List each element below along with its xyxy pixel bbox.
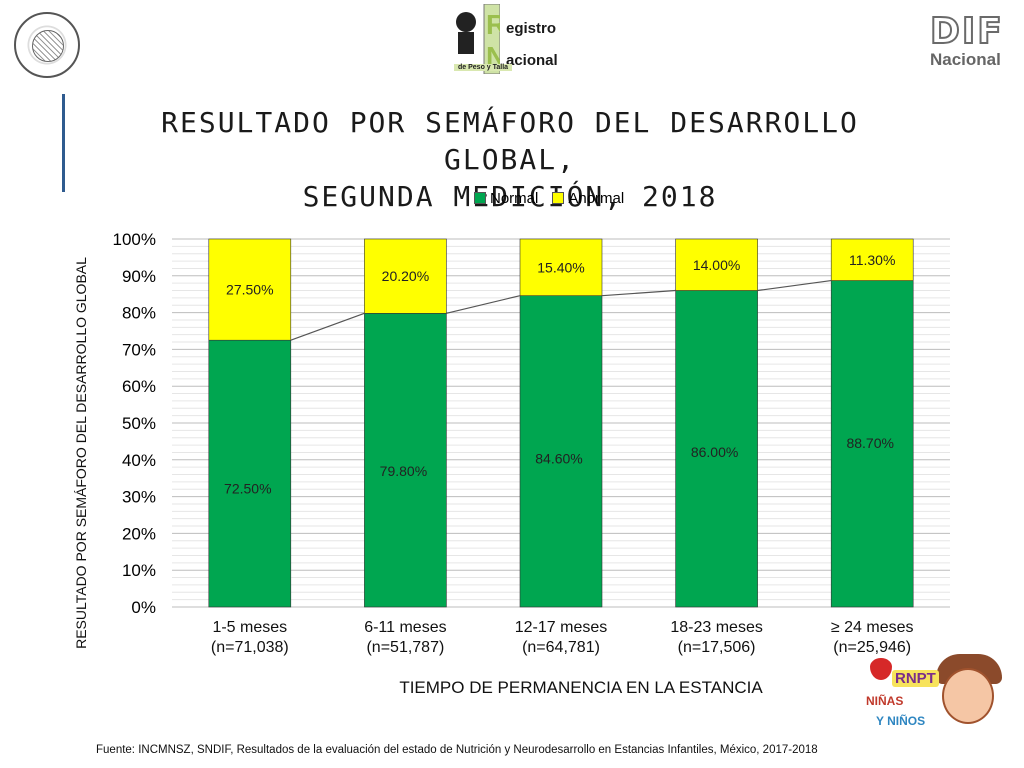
- x-tick-label: ≥ 24 meses: [831, 619, 914, 636]
- data-label-normal: 86.00%: [691, 444, 738, 460]
- source-footnote: Fuente: INCMNSZ, SNDIF, Resultados de la…: [96, 744, 818, 756]
- girl-face-icon: [942, 668, 994, 724]
- dif-nacional-logo: DIF Nacional: [929, 11, 1014, 76]
- y-tick-label: 20%: [122, 524, 156, 543]
- chart-legend: Normal Anormal: [474, 188, 638, 208]
- incmnsz-seal-logo: [14, 12, 80, 78]
- data-label-anormal: 11.30%: [849, 252, 895, 268]
- trend-line-segment: [290, 312, 365, 341]
- stacked-bar-chart: 0% 10% 20% 30% 40% 50% 60% 70% 80% 90% 100% 72.50% 2…: [73, 230, 950, 697]
- y-tick-label: 30%: [122, 488, 156, 507]
- legend-label-anormal: Anormal: [568, 189, 625, 207]
- rnpt-ninas-ninos-logo: RNPT NIÑAS Y NIÑOS: [864, 650, 1014, 742]
- y-tick-label: 0%: [131, 598, 156, 617]
- y-tick-label: 40%: [122, 451, 156, 470]
- registro-word: egistro: [506, 20, 557, 37]
- x-tick-sublabel: (n=71,038): [211, 639, 289, 656]
- y-tick-label: 100%: [113, 230, 156, 249]
- bar-normal: [675, 290, 758, 608]
- legend-item-anormal: Anormal: [552, 190, 624, 207]
- data-label-anormal: 15.40%: [537, 259, 584, 275]
- y-tick-label: 70%: [122, 340, 156, 359]
- seal-emblem-icon: [32, 30, 64, 62]
- strawberry-icon: [870, 658, 892, 680]
- x-tick-label: 18-23 meses: [670, 619, 763, 636]
- y-tick-label: 50%: [122, 414, 156, 433]
- rnpt-line-ninos: Y NIÑOS: [876, 714, 926, 728]
- dif-word: DIF: [929, 11, 1004, 53]
- bar-anormal: [675, 238, 758, 291]
- data-label-normal: 88.70%: [846, 435, 893, 451]
- legend-label-normal: Normal: [490, 189, 539, 207]
- bar-normal: [519, 295, 603, 608]
- data-label-anormal: 14.00%: [693, 257, 740, 273]
- y-tick-label: 90%: [122, 267, 156, 286]
- bar-normal: [364, 313, 447, 608]
- data-label-anormal: 20.20%: [382, 268, 429, 284]
- x-axis-title: TIEMPO DE PERMANENCIA EN LA ESTANCIA: [399, 678, 763, 697]
- trend-line-segment: [601, 289, 676, 297]
- legend-item-normal: Normal: [474, 190, 538, 207]
- bar-normal: [208, 339, 292, 608]
- x-tick-label: 1-5 meses: [212, 619, 287, 636]
- data-label-anormal: 27.50%: [226, 282, 273, 298]
- data-label-normal: 72.50%: [224, 481, 271, 497]
- x-tick-sublabel: (n=51,787): [366, 639, 444, 656]
- registro-subtitle: de Peso y Talla: [454, 64, 513, 71]
- legend-swatch-normal: [474, 192, 486, 204]
- trend-line-segment: [757, 279, 832, 292]
- chart-title: RESULTADO POR SEMÁFORO DEL DESARROLLO GL…: [161, 106, 859, 213]
- svg-text:R: R: [486, 9, 500, 40]
- bar-anormal: [830, 238, 914, 281]
- bar-anormal: [519, 238, 603, 296]
- x-tick-label: 6-11 meses: [364, 619, 446, 636]
- legend-swatch-anormal: [552, 192, 565, 204]
- y-tick-label: 80%: [122, 304, 156, 323]
- bar-anormal: [208, 238, 292, 341]
- nacional-word: acional: [506, 52, 558, 69]
- registro-nacional-logo: R N egistro acional de Peso y Talla: [440, 4, 580, 76]
- x-tick-sublabel: (n=17,506): [678, 639, 756, 656]
- y-tick-label: 10%: [122, 561, 156, 580]
- y-tick-label: 60%: [122, 377, 156, 396]
- bar-anormal: [364, 238, 447, 314]
- x-tick-label: 12-17 meses: [515, 619, 608, 636]
- y-axis-title: RESULTADO POR SEMÁFORO DEL DESARROLLO GL…: [73, 257, 89, 649]
- rnpt-line-ninas: NIÑAS: [866, 694, 904, 708]
- rnpt-label: RNPT: [892, 670, 939, 687]
- data-label-normal: 84.60%: [535, 450, 582, 466]
- dif-nacional-word: Nacional: [930, 50, 1001, 69]
- title-accent-bar: [62, 94, 65, 192]
- x-tick-sublabel: (n=25,946): [833, 639, 911, 656]
- trend-line-segment: [446, 295, 521, 314]
- data-label-normal: 79.80%: [380, 463, 427, 479]
- x-tick-sublabel: (n=64,781): [522, 639, 600, 656]
